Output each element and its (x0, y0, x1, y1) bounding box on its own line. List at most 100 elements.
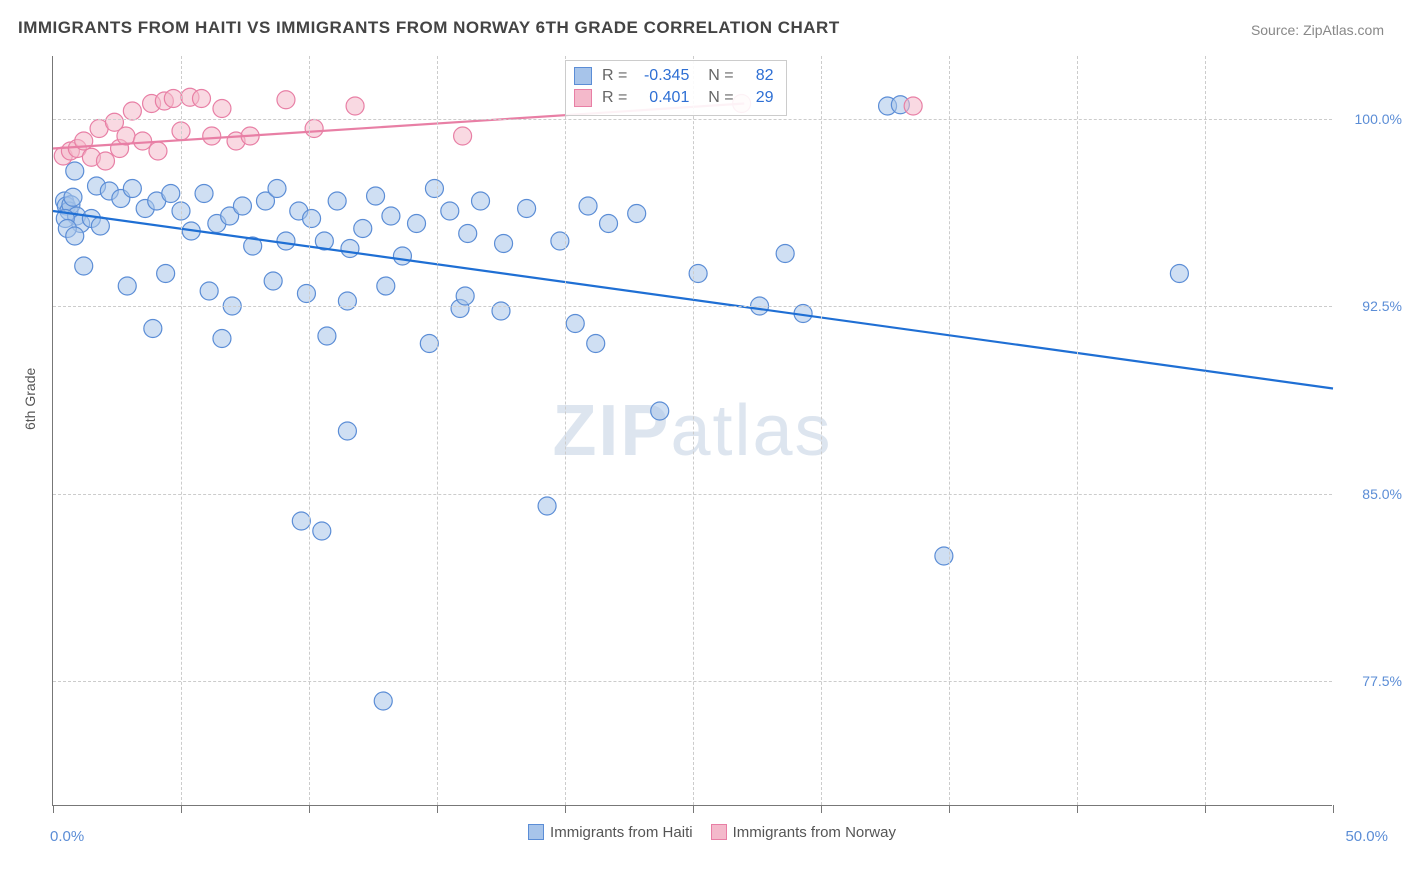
data-point (579, 197, 597, 215)
legend-n-value: 29 (744, 87, 774, 109)
x-tick (181, 805, 182, 813)
data-point (538, 497, 556, 515)
data-point (292, 512, 310, 530)
y-tick-label: 85.0% (1362, 486, 1402, 502)
data-point (213, 100, 231, 118)
data-point (472, 192, 490, 210)
data-point (420, 335, 438, 353)
data-point (264, 272, 282, 290)
data-point (118, 277, 136, 295)
data-point (192, 90, 210, 108)
x-tick (565, 805, 566, 813)
data-point (367, 187, 385, 205)
y-tick-label: 92.5% (1362, 298, 1402, 314)
legend-r-label: R = (602, 65, 627, 87)
data-point (144, 320, 162, 338)
gridline-v (309, 56, 310, 805)
data-point (459, 225, 477, 243)
source-label: Source: ZipAtlas.com (1251, 22, 1384, 38)
legend-n-label: N = (699, 65, 733, 87)
data-point (338, 422, 356, 440)
data-point (96, 152, 114, 170)
data-point (305, 120, 323, 138)
data-point (425, 180, 443, 198)
data-point (587, 335, 605, 353)
data-point (776, 245, 794, 263)
data-point (338, 292, 356, 310)
data-point (195, 185, 213, 203)
gridline-v (693, 56, 694, 805)
gridline-v (1077, 56, 1078, 805)
data-point (123, 102, 141, 120)
data-point (551, 232, 569, 250)
data-point (454, 127, 472, 145)
data-point (441, 202, 459, 220)
bottom-legend: Immigrants from Haiti Immigrants from Nor… (0, 824, 1406, 841)
data-point (377, 277, 395, 295)
x-tick (53, 805, 54, 813)
data-point (149, 142, 167, 160)
data-point (91, 217, 109, 235)
x-tick (437, 805, 438, 813)
bottom-legend-swatch (528, 824, 544, 840)
data-point (328, 192, 346, 210)
data-point (162, 185, 180, 203)
data-point (157, 265, 175, 283)
x-tick (1333, 805, 1334, 813)
legend-r-value: -0.345 (637, 65, 689, 87)
stat-legend: R = -0.345 N = 82R =0.401 N =29 (565, 60, 787, 116)
data-point (382, 207, 400, 225)
data-point (303, 210, 321, 228)
y-tick-label: 77.5% (1362, 673, 1402, 689)
legend-n-value: 82 (744, 65, 774, 87)
bottom-legend-label: Immigrants from Norway (733, 824, 896, 841)
data-point (1170, 265, 1188, 283)
gridline-v (181, 56, 182, 805)
x-tick (1077, 805, 1078, 813)
x-tick (1205, 805, 1206, 813)
data-point (134, 132, 152, 150)
data-point (200, 282, 218, 300)
data-point (566, 315, 584, 333)
data-point (233, 197, 251, 215)
gridline-v (1205, 56, 1206, 805)
gridline-v (821, 56, 822, 805)
data-point (213, 330, 231, 348)
data-point (374, 692, 392, 710)
data-point (341, 240, 359, 258)
data-point (203, 127, 221, 145)
data-point (689, 265, 707, 283)
legend-swatch (574, 89, 592, 107)
data-point (123, 180, 141, 198)
data-point (408, 215, 426, 233)
data-point (456, 287, 474, 305)
data-point (297, 285, 315, 303)
data-point (277, 232, 295, 250)
chart-title: IMMIGRANTS FROM HAITI VS IMMIGRANTS FROM… (18, 18, 840, 38)
data-point (393, 247, 411, 265)
data-point (346, 97, 364, 115)
data-point (66, 162, 84, 180)
plot-area: ZIPatlas 100.0%92.5%85.0%77.5% (52, 56, 1332, 806)
data-point (313, 522, 331, 540)
data-point (354, 220, 372, 238)
data-point (518, 200, 536, 218)
x-tick (949, 805, 950, 813)
x-tick (693, 805, 694, 813)
data-point (64, 188, 82, 206)
data-point (277, 91, 295, 109)
bottom-legend-swatch (711, 824, 727, 840)
data-point (318, 327, 336, 345)
legend-swatch (574, 67, 592, 85)
data-point (164, 90, 182, 108)
data-point (492, 302, 510, 320)
legend-r-value: 0.401 (637, 87, 689, 109)
stat-legend-row: R = -0.345 N = 82 (574, 65, 774, 87)
bottom-legend-label: Immigrants from Haiti (550, 824, 693, 841)
data-point (628, 205, 646, 223)
data-point (935, 547, 953, 565)
x-tick (309, 805, 310, 813)
data-point (268, 180, 286, 198)
stat-legend-row: R =0.401 N =29 (574, 87, 774, 109)
y-axis-title: 6th Grade (22, 368, 38, 430)
